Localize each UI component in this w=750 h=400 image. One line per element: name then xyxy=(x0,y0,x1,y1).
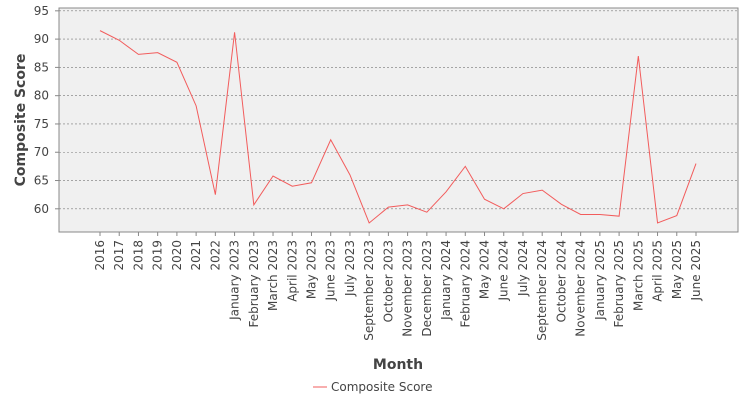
x-tick-label: March 2025 xyxy=(631,240,645,311)
y-tick-label: 60 xyxy=(34,202,49,216)
x-tick-label: May 2024 xyxy=(478,240,492,299)
x-tick-label: February 2025 xyxy=(612,240,626,328)
x-tick-label: 2019 xyxy=(151,240,165,271)
x-tick-label: June 2025 xyxy=(689,240,703,302)
y-tick-label: 80 xyxy=(34,89,49,103)
y-tick-label: 65 xyxy=(34,174,49,188)
x-tick-label: 2017 xyxy=(112,240,126,271)
x-tick-label: March 2023 xyxy=(266,240,280,311)
y-axis-label: Composite Score xyxy=(13,54,29,187)
x-tick-label: May 2023 xyxy=(304,240,318,299)
x-tick-label: June 2024 xyxy=(497,240,511,302)
x-tick-label: February 2023 xyxy=(247,240,261,328)
x-tick-label: January 2023 xyxy=(228,240,242,321)
x-tick-label: February 2024 xyxy=(458,240,472,328)
y-tick-label: 90 xyxy=(34,32,49,46)
x-tick-label: October 2024 xyxy=(554,240,568,322)
x-tick-label: 2020 xyxy=(170,240,184,271)
x-tick-label: December 2023 xyxy=(420,240,434,337)
y-tick-label: 85 xyxy=(34,60,49,74)
x-tick-label: July 2024 xyxy=(516,240,530,297)
x-tick-label: September 2024 xyxy=(535,240,549,341)
x-tick-label: November 2023 xyxy=(401,240,415,337)
line xyxy=(99,30,697,224)
x-tick-label: September 2023 xyxy=(362,240,376,341)
x-tick-label: October 2023 xyxy=(381,240,395,322)
y-tick-label: 75 xyxy=(34,117,49,131)
x-tick-label: May 2025 xyxy=(670,240,684,299)
x-axis-label: Month xyxy=(373,357,423,373)
x-tick-label: January 2025 xyxy=(593,240,607,321)
x-tick-label: 2021 xyxy=(189,240,203,271)
y-tick-label: 95 xyxy=(34,4,49,18)
x-tick-label: 2016 xyxy=(93,240,107,271)
x-tick-label: 2018 xyxy=(131,240,145,271)
legend-label: Composite Score xyxy=(331,380,432,394)
x-tick-label: July 2023 xyxy=(343,240,357,297)
x-tick-label: November 2024 xyxy=(574,240,588,337)
x-tick-label: January 2024 xyxy=(439,240,453,321)
y-tick-label: 70 xyxy=(34,145,49,159)
x-tick-label: April 2023 xyxy=(285,240,299,302)
plot-area xyxy=(58,7,739,233)
x-tick-label: June 2023 xyxy=(324,240,338,302)
x-tick-label: April 2025 xyxy=(651,240,665,302)
x-tick-label: 2022 xyxy=(208,240,222,271)
